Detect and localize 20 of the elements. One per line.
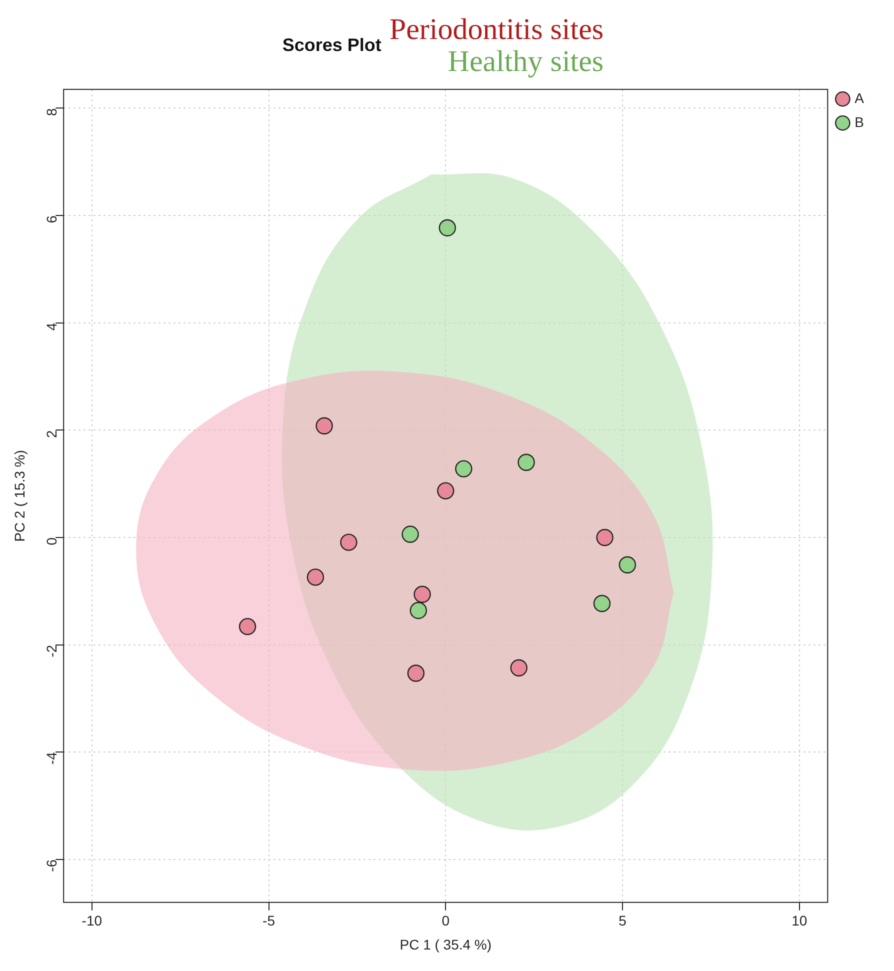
- x-tick-label: -10: [82, 912, 102, 929]
- x-tick-label: 5: [618, 912, 627, 929]
- x-tick-label: 10: [792, 912, 808, 929]
- text: Healthy sites: [446, 45, 604, 78]
- y-tick-label: 2: [43, 430, 60, 438]
- y-tick-label: 4: [43, 322, 60, 331]
- y-tick-label: -4: [43, 752, 60, 765]
- chart-title: Scores Plot: [282, 35, 382, 57]
- y-tick-label: 8: [43, 108, 60, 116]
- x-axis-title: PC 1 ( 35.4 %): [400, 936, 492, 952]
- text: Periodontitis sites: [389, 13, 604, 46]
- y-tick-label: 6: [43, 215, 60, 224]
- x-tick-label: -5: [262, 912, 276, 929]
- legend-label: B: [854, 114, 864, 130]
- y-tick-label: 0: [43, 537, 60, 546]
- x-tick-label: 0: [442, 912, 450, 929]
- y-axis-title: PC 2 ( 15.3 %): [11, 450, 28, 542]
- legend-label: A: [854, 90, 865, 106]
- y-tick-label: -6: [43, 859, 60, 872]
- y-tick-label: -2: [43, 644, 60, 658]
